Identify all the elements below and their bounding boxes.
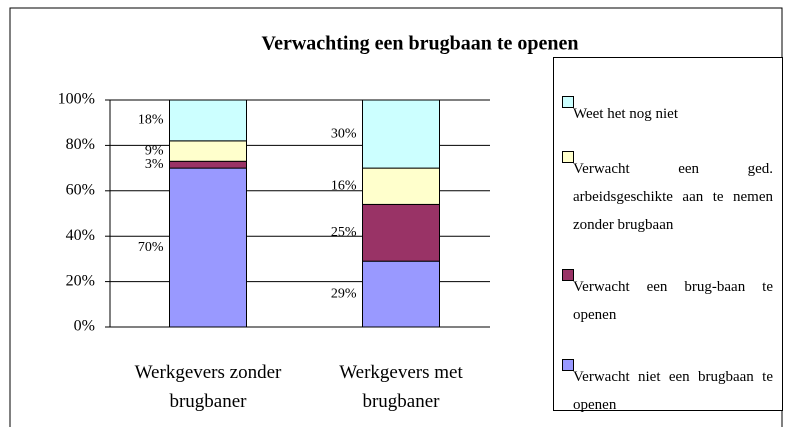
legend-swatch: [562, 96, 574, 108]
data-label: 18%: [138, 113, 164, 128]
legend-label: Verwacht een brug-baan te openen: [573, 279, 773, 323]
legend-item: Verwacht een brug-baan te openen: [562, 269, 774, 329]
legend-item: Verwacht niet een brugbaan te openen: [562, 359, 774, 419]
bar-segment: [362, 203, 440, 262]
data-label: 25%: [331, 225, 357, 240]
data-label: 30%: [331, 126, 357, 141]
y-tick-label: 80%: [66, 136, 95, 153]
legend-label: Verwacht niet een brugbaan te openen: [573, 369, 773, 413]
legend-swatch: [562, 269, 574, 281]
x-tick-label: Werkgevers met brugbaner: [339, 362, 463, 412]
legend-swatch: [562, 359, 574, 371]
data-label: 70%: [138, 240, 164, 255]
data-label: 9%: [145, 143, 164, 158]
chart-title: Verwachting een brugbaan te openen: [261, 33, 578, 55]
y-tick-label: 100%: [58, 91, 95, 108]
legend-item: Verwacht een ged. arbeidsgeschikte aan t…: [562, 151, 774, 239]
bar-segment: [169, 99, 247, 142]
y-tick-label: 0%: [74, 318, 95, 335]
legend-label: Weet het nog niet: [573, 106, 679, 122]
bar-segment: [362, 260, 440, 328]
bar-segment: [362, 99, 440, 169]
bar-segment: [169, 160, 247, 169]
y-tick-label: 60%: [66, 181, 95, 198]
legend-label: Verwacht een ged. arbeidsgeschikte aan t…: [573, 161, 773, 233]
bar-segment: [169, 167, 247, 328]
x-tick-label: Werkgevers zonder brugbaner: [134, 362, 282, 412]
data-label: 3%: [145, 157, 164, 172]
legend-swatch: [562, 151, 574, 163]
legend: Weet het nog niet Verwacht een ged. arbei…: [553, 57, 783, 413]
bar-segment: [169, 140, 247, 162]
y-tick-label: 20%: [66, 272, 95, 289]
y-tick-label: 40%: [66, 227, 95, 244]
data-label: 29%: [331, 286, 357, 301]
bar-segment: [362, 167, 440, 205]
legend-item: Weet het nog niet: [562, 96, 774, 128]
data-label: 16%: [331, 178, 357, 193]
